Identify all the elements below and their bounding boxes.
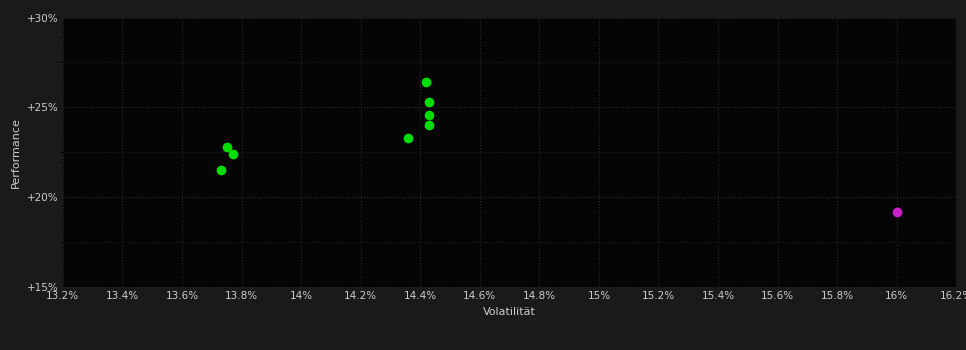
Y-axis label: Performance: Performance bbox=[12, 117, 21, 188]
Point bbox=[219, 144, 235, 150]
Point bbox=[213, 167, 228, 173]
Point bbox=[418, 79, 434, 85]
Point bbox=[421, 112, 437, 117]
Point bbox=[225, 151, 241, 157]
Point bbox=[421, 99, 437, 105]
Point bbox=[401, 135, 416, 141]
Point bbox=[421, 122, 437, 128]
Point bbox=[889, 209, 904, 214]
X-axis label: Volatilität: Volatilität bbox=[483, 307, 536, 317]
